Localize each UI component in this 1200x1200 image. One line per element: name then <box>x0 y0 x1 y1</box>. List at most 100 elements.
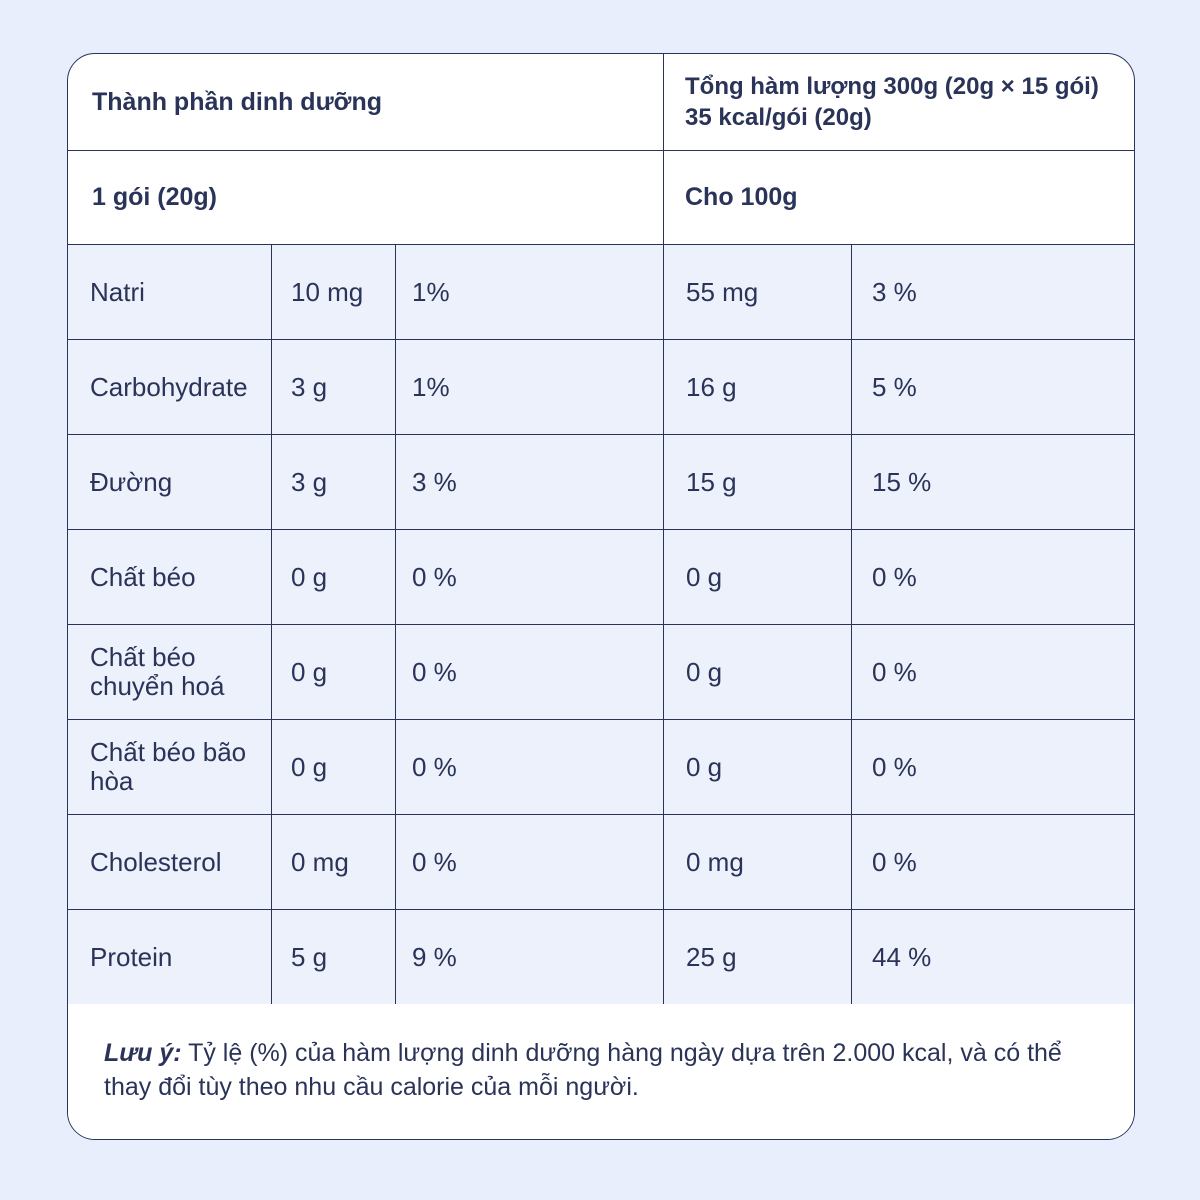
nutrient-name-cell: Protein <box>68 910 271 1004</box>
pack-amount-cell: 3 g <box>271 435 395 529</box>
pack-percent-cell: 0 % <box>395 815 663 909</box>
table-row: Chất béo bão hòa 0 g 0 % 0 g 0 % <box>68 720 1134 815</box>
amount-100g-cell: 0 g <box>663 530 851 624</box>
percent-100g-cell: 0 % <box>851 530 1134 624</box>
amount-100g-cell: 0 mg <box>663 815 851 909</box>
pack-percent: 3 % <box>412 466 457 497</box>
amount-100g-cell: 15 g <box>663 435 851 529</box>
nutrient-name: Chất béo bão hòa <box>90 737 247 796</box>
amount-100g: 0 g <box>686 561 723 592</box>
nutrient-name-cell: Natri <box>68 245 271 339</box>
table-row: Natri 10 mg 1% 55 mg 3 % <box>68 245 1134 340</box>
amount-100g-cell: 55 mg <box>663 245 851 339</box>
percent-100g-cell: 0 % <box>851 815 1134 909</box>
nutrient-name: Chất béo chuyển hoá <box>90 642 225 701</box>
table-row: Đường 3 g 3 % 15 g 15 % <box>68 435 1134 530</box>
table-title: Thành phần dinh dưỡng <box>92 87 382 116</box>
pack-percent-cell: 3 % <box>395 435 663 529</box>
per-pack-header: 1 gói (20g) <box>92 183 218 211</box>
pack-percent-cell: 0 % <box>395 720 663 814</box>
amount-100g: 0 g <box>686 751 723 782</box>
pack-amount-cell: 0 g <box>271 720 395 814</box>
pack-amount: 5 g <box>291 941 328 972</box>
percent-100g-cell: 5 % <box>851 340 1134 434</box>
pack-amount-cell: 10 mg <box>271 245 395 339</box>
table-row: Carbohydrate 3 g 1% 16 g 5 % <box>68 340 1134 435</box>
nutrient-name: Đường <box>90 466 173 497</box>
percent-100g: 3 % <box>872 276 917 307</box>
nutrient-name-cell: Cholesterol <box>68 815 271 909</box>
nutrient-name-cell: Chất béo <box>68 530 271 624</box>
pack-amount: 0 mg <box>291 846 349 877</box>
pack-percent-cell: 1% <box>395 245 663 339</box>
nutrient-name: Protein <box>90 941 173 972</box>
footnote: Lưu ý: Tỷ lệ (%) của hàm lượng dinh dưỡn… <box>68 1004 1134 1139</box>
amount-100g: 16 g <box>686 371 737 402</box>
pack-percent-cell: 0 % <box>395 625 663 719</box>
pack-percent: 0 % <box>412 846 457 877</box>
nutrient-name: Natri <box>90 276 145 307</box>
pack-amount-cell: 0 g <box>271 530 395 624</box>
pack-percent-cell: 1% <box>395 340 663 434</box>
nutrient-name-cell: Carbohydrate <box>68 340 271 434</box>
header-total-cell: Tổng hàm lượng 300g (20g × 15 gói) 35 kc… <box>663 54 1134 150</box>
table-row: Chất béo chuyển hoá 0 g 0 % 0 g 0 % <box>68 625 1134 720</box>
pack-amount: 10 mg <box>291 276 364 307</box>
percent-100g: 0 % <box>872 561 917 592</box>
percent-100g: 44 % <box>872 941 932 972</box>
pack-amount-cell: 0 mg <box>271 815 395 909</box>
percent-100g: 0 % <box>872 656 917 687</box>
percent-100g: 0 % <box>872 846 917 877</box>
pack-amount-cell: 3 g <box>271 340 395 434</box>
pack-percent: 1% <box>412 276 450 307</box>
pack-amount: 3 g <box>291 371 328 402</box>
pack-percent: 9 % <box>412 941 457 972</box>
amount-100g: 55 mg <box>686 276 759 307</box>
percent-100g-cell: 15 % <box>851 435 1134 529</box>
nutrient-name-cell: Chất béo bão hòa <box>68 720 271 814</box>
percent-100g-cell: 0 % <box>851 625 1134 719</box>
pack-amount-cell: 0 g <box>271 625 395 719</box>
note-label: Lưu ý: <box>104 1039 182 1067</box>
percent-100g-cell: 3 % <box>851 245 1134 339</box>
pack-amount: 3 g <box>291 466 328 497</box>
percent-100g-cell: 0 % <box>851 720 1134 814</box>
pack-amount: 0 g <box>291 656 328 687</box>
amount-100g-cell: 25 g <box>663 910 851 1004</box>
pack-amount-cell: 5 g <box>271 910 395 1004</box>
pack-percent-cell: 9 % <box>395 910 663 1004</box>
percent-100g: 5 % <box>872 371 917 402</box>
amount-100g: 15 g <box>686 466 737 497</box>
pack-amount: 0 g <box>291 751 328 782</box>
nutrient-name-cell: Đường <box>68 435 271 529</box>
per-100g-header-cell: Cho 100g <box>663 151 1134 244</box>
header-title-cell: Thành phần dinh dưỡng <box>68 54 663 150</box>
amount-100g: 0 mg <box>686 846 744 877</box>
percent-100g: 15 % <box>872 466 932 497</box>
note-text: Tỷ lệ (%) của hàm lượng dinh dưỡng hàng … <box>104 1039 1062 1101</box>
table-row: Cholesterol 0 mg 0 % 0 mg 0 % <box>68 815 1134 910</box>
per-100g-header: Cho 100g <box>685 183 798 211</box>
nutrient-name: Chất béo <box>90 561 196 592</box>
per-pack-header-cell: 1 gói (20g) <box>68 151 663 244</box>
percent-100g-cell: 44 % <box>851 910 1134 1004</box>
table-row: Protein 5 g 9 % 25 g 44 % <box>68 910 1134 1005</box>
amount-100g: 0 g <box>686 656 723 687</box>
pack-amount: 0 g <box>291 561 328 592</box>
nutrient-name-cell: Chất béo chuyển hoá <box>68 625 271 719</box>
total-content-line: Tổng hàm lượng 300g (20g × 15 gói) <box>685 73 1099 100</box>
nutrient-name: Cholesterol <box>90 846 222 877</box>
table-row: Chất béo 0 g 0 % 0 g 0 % <box>68 530 1134 625</box>
header-row: Thành phần dinh dưỡng Tổng hàm lượng 300… <box>68 54 1134 151</box>
amount-100g-cell: 0 g <box>663 625 851 719</box>
nutrient-name: Carbohydrate <box>90 371 248 402</box>
pack-percent: 0 % <box>412 751 457 782</box>
amount-100g-cell: 0 g <box>663 720 851 814</box>
pack-percent: 0 % <box>412 656 457 687</box>
pack-percent: 0 % <box>412 561 457 592</box>
kcal-per-pack-line: 35 kcal/gói (20g) <box>685 104 872 131</box>
amount-100g-cell: 16 g <box>663 340 851 434</box>
nutrition-table: Thành phần dinh dưỡng Tổng hàm lượng 300… <box>67 53 1135 1140</box>
percent-100g: 0 % <box>872 751 917 782</box>
subheader-row: 1 gói (20g) Cho 100g <box>68 151 1134 245</box>
